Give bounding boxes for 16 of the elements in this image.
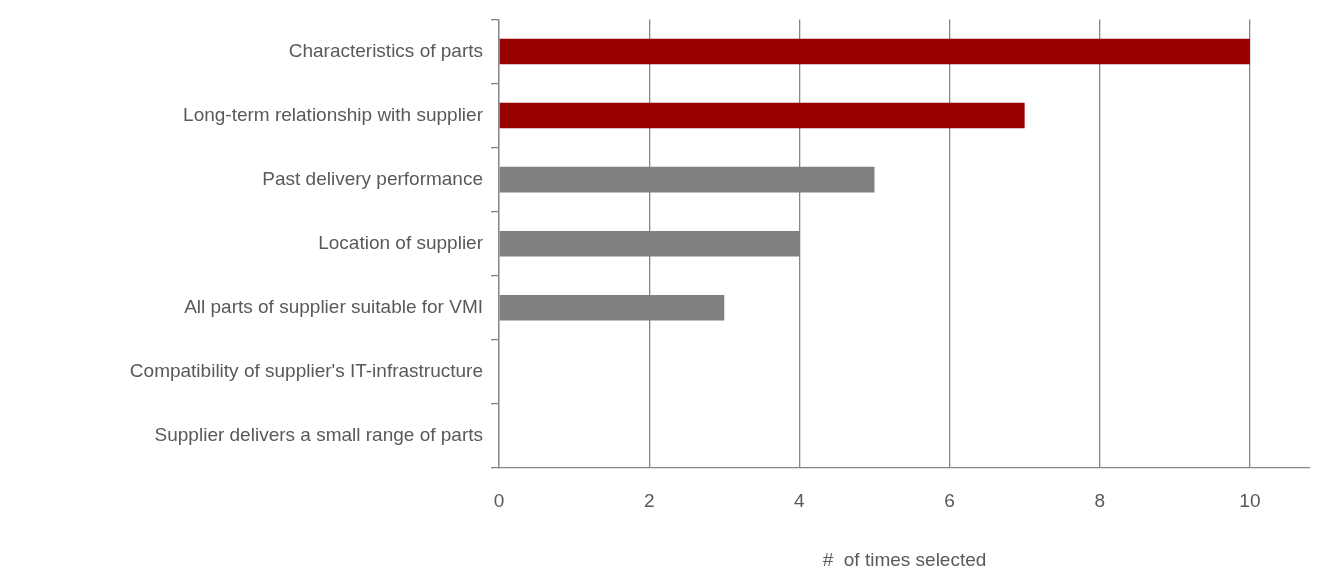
x-tick-label: 8 (1094, 489, 1106, 511)
y-tick-label: Supplier delivers a small range of parts (154, 424, 483, 446)
x-tick-label: 2 (643, 489, 655, 511)
x-axis-title: # of times selected (822, 548, 987, 570)
y-tick-label: Characteristics of parts (288, 39, 483, 61)
y-tick-label: Compatibility of supplier's IT-infrastructure (129, 360, 483, 382)
y-tick-label: Long-term relationship with supplier (183, 103, 484, 125)
x-tick-label: 4 (794, 489, 806, 511)
y-tick-label: Location of supplier (318, 231, 484, 253)
bar (499, 38, 1250, 65)
y-tick-label: Past delivery performance (262, 167, 483, 189)
x-tick-label: 0 (493, 489, 505, 511)
y-tick-label: All parts of supplier suitable for VMI (184, 296, 483, 318)
x-tick-label: 10 (1239, 489, 1261, 511)
bar (499, 102, 1025, 129)
x-tick-label: 6 (944, 489, 955, 511)
